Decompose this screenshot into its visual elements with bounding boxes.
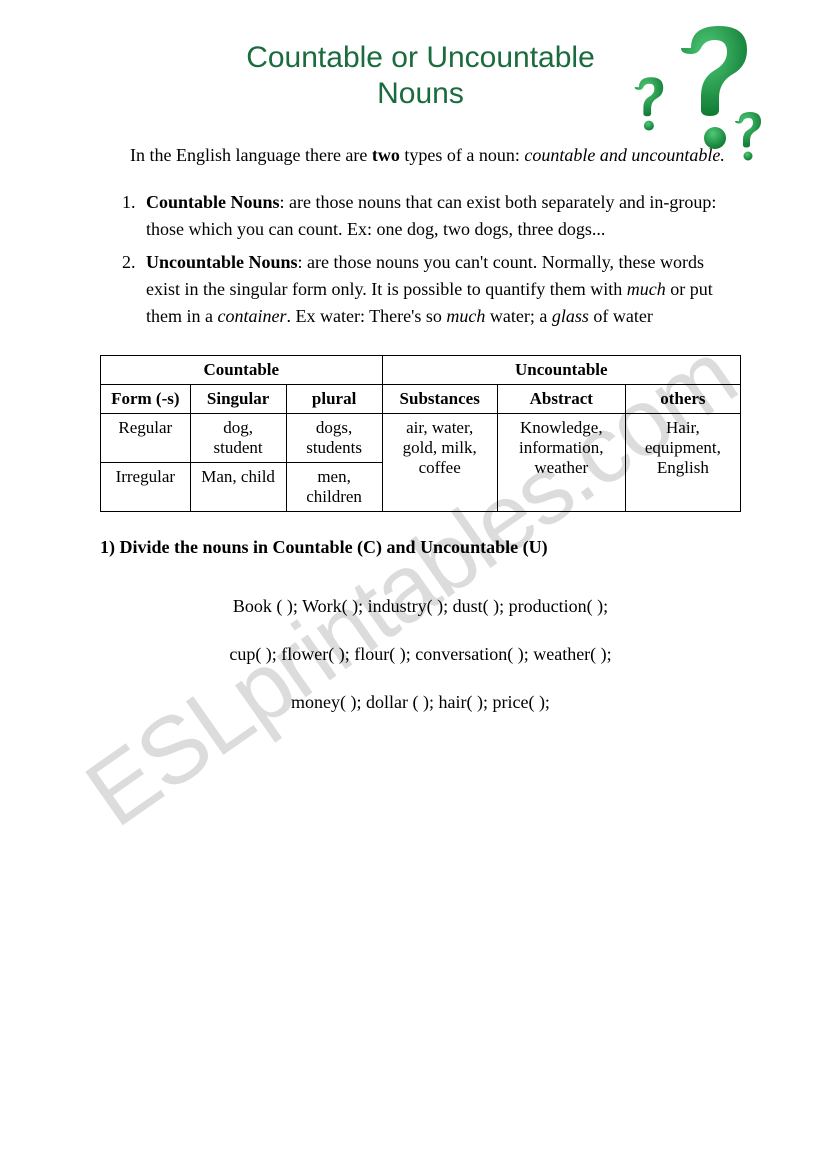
- page-content: Countable or Uncountable Nouns: [0, 0, 821, 720]
- exercise-line-2: cup( ); flower( ); flour( ); conversatio…: [100, 636, 741, 672]
- exercise-line-3: money( ); dollar ( ); hair( ); price( );: [100, 684, 741, 720]
- cell-regular: Regular: [101, 414, 191, 463]
- question-marks-icon: [621, 20, 781, 190]
- th-plural: plural: [286, 385, 382, 414]
- table-row: Countable Uncountable: [101, 356, 741, 385]
- th-others: others: [625, 385, 740, 414]
- exercise-line-1: Book ( ); Work( ); industry( ); dust( );…: [100, 588, 741, 624]
- def-uncountable: Uncountable Nouns: are those nouns you c…: [140, 249, 741, 330]
- cell: dogs, students: [286, 414, 382, 463]
- def2-label: Uncountable Nouns: [146, 252, 298, 272]
- cell: Hair, equipment, English: [625, 414, 740, 512]
- th-abstract: Abstract: [497, 385, 625, 414]
- intro-pre: In the English language there are: [130, 145, 372, 165]
- noun-table: Countable Uncountable Form (-s) Singular…: [100, 355, 741, 512]
- definitions-list: Countable Nouns: are those nouns that ca…: [140, 189, 741, 330]
- cell: men, children: [286, 463, 382, 512]
- def1-label: Countable Nouns: [146, 192, 280, 212]
- th-singular: Singular: [190, 385, 286, 414]
- table-row: Form (-s) Singular plural Substances Abs…: [101, 385, 741, 414]
- cell: Man, child: [190, 463, 286, 512]
- def2-i4: glass: [552, 306, 589, 326]
- cell: dog, student: [190, 414, 286, 463]
- def2-i3: much: [446, 306, 485, 326]
- title-line1: Countable or Uncountable: [246, 41, 595, 74]
- cell: Knowledge, information, weather: [497, 414, 625, 512]
- th-uncountable: Uncountable: [382, 356, 740, 385]
- title-area: Countable or Uncountable Nouns: [100, 40, 741, 112]
- intro-mid: types of a noun:: [400, 145, 524, 165]
- def2-t4: water; a: [485, 306, 551, 326]
- page-title: Countable or Uncountable Nouns: [246, 40, 595, 112]
- cell: air, water, gold, milk, coffee: [382, 414, 497, 512]
- def2-i2: container: [217, 306, 286, 326]
- th-form: Form (-s): [101, 385, 191, 414]
- title-line2: Nouns: [377, 77, 464, 110]
- def2-t3: . Ex water: There's so: [286, 306, 446, 326]
- cell-irregular: Irregular: [101, 463, 191, 512]
- th-countable: Countable: [101, 356, 383, 385]
- def2-i1: much: [627, 279, 666, 299]
- def-countable: Countable Nouns: are those nouns that ca…: [140, 189, 741, 243]
- intro-bold: two: [372, 145, 400, 165]
- table-row: Regular dog, student dogs, students air,…: [101, 414, 741, 463]
- exercise-title: 1) Divide the nouns in Countable (C) and…: [100, 537, 741, 558]
- th-substances: Substances: [382, 385, 497, 414]
- def2-t5: of water: [589, 306, 653, 326]
